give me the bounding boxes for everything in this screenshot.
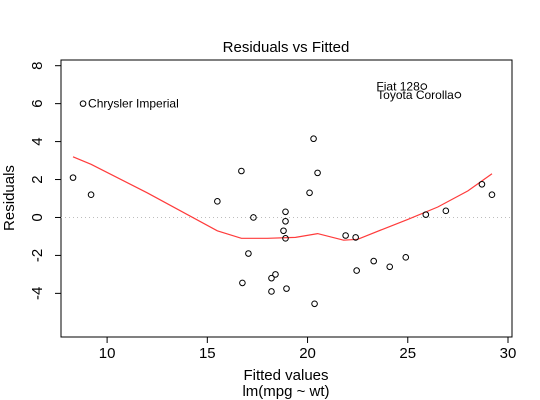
x-axis-title: Fitted values <box>243 367 328 384</box>
residual-point <box>268 274 275 282</box>
residual-point <box>353 267 360 274</box>
x-axis: 10 15 20 25 30 <box>99 337 517 362</box>
residual-point <box>352 234 359 241</box>
residual-point <box>268 288 275 295</box>
residual-point <box>79 100 87 107</box>
x-tick-label: 30 <box>500 345 517 362</box>
residual-point <box>420 83 428 90</box>
residual-point <box>310 135 317 143</box>
residual-point <box>306 189 313 197</box>
residual-point <box>386 263 394 271</box>
y-tick-label: -2 <box>29 249 46 262</box>
x-tick-label: 20 <box>299 345 316 362</box>
chart-title: Residuals vs Fitted <box>223 39 350 56</box>
point-annotation-label: Chrysler Imperial <box>88 97 179 111</box>
y-axis: -4 -2 0 2 4 6 8 <box>29 62 61 300</box>
residual-point <box>422 211 430 218</box>
residual-points <box>69 83 496 308</box>
residual-point <box>238 167 245 175</box>
residual-point <box>87 191 95 199</box>
residual-point <box>69 174 77 181</box>
residual-point <box>402 254 410 261</box>
residual-point <box>478 180 486 188</box>
y-tick-label: 8 <box>29 62 46 70</box>
residual-point <box>370 257 377 265</box>
y-tick-label: 6 <box>29 99 46 107</box>
y-tick-label: 4 <box>29 137 46 145</box>
point-annotation-label: Fiat 128 <box>376 80 420 94</box>
residual-point <box>488 191 496 199</box>
residual-point <box>250 214 257 221</box>
residual-point <box>283 285 290 292</box>
residual-point <box>282 217 289 225</box>
residual-point <box>280 227 287 235</box>
smoother-line <box>72 156 493 241</box>
y-tick-label: -4 <box>29 287 46 300</box>
plot-frame <box>60 59 513 338</box>
model-formula-label: lm(mpg ~ wt) <box>242 383 329 400</box>
residual-point <box>342 232 349 239</box>
residual-point <box>314 169 321 177</box>
residual-point <box>454 91 462 99</box>
residual-point <box>282 235 289 242</box>
y-axis-title: Residuals <box>1 165 18 231</box>
residual-point <box>272 271 279 278</box>
x-tick-label: 15 <box>199 345 216 362</box>
residual-point <box>442 207 450 215</box>
residual-point <box>239 279 246 287</box>
y-tick-label: 2 <box>29 175 46 183</box>
x-tick-label: 10 <box>99 345 116 362</box>
residual-point <box>311 300 318 308</box>
residual-point <box>245 250 252 257</box>
point-annotation-label: Toyota Corolla <box>377 88 454 102</box>
y-tick-label: 0 <box>29 213 46 221</box>
residual-point <box>214 198 221 205</box>
residual-point <box>282 208 289 216</box>
x-tick-label: 25 <box>399 345 416 362</box>
